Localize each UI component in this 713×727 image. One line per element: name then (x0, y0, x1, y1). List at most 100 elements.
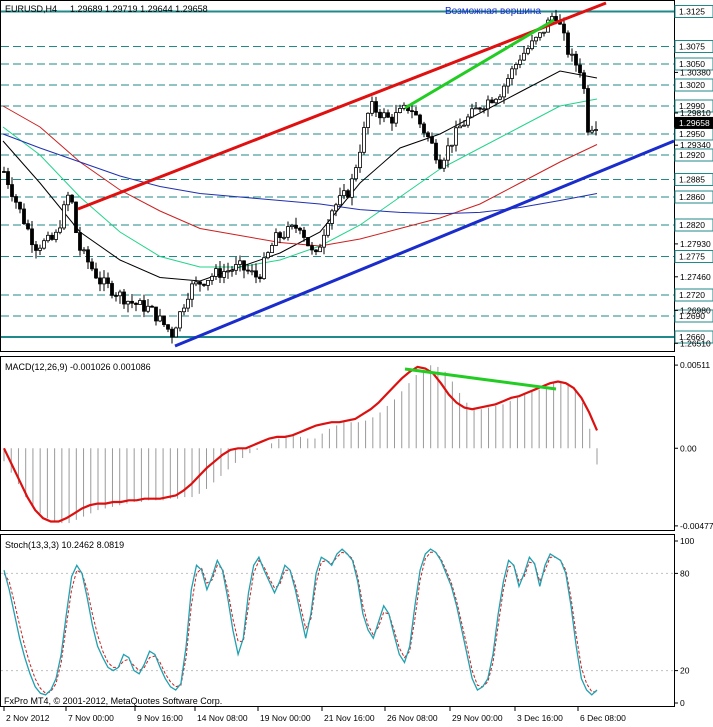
price-level-tag (674, 173, 713, 186)
candle-body (430, 136, 434, 144)
candle-body (206, 279, 210, 286)
time-tick-label: 2 Nov 2012 (6, 713, 50, 723)
candle-body (482, 108, 486, 111)
candle-body (138, 300, 142, 305)
candle-body (342, 190, 346, 197)
candle-body (186, 298, 190, 309)
candle-body (170, 328, 174, 338)
candle-body (90, 261, 94, 270)
candle-body (510, 68, 514, 79)
price-level-label: 1.2720 (679, 290, 705, 300)
candle-body (522, 52, 526, 61)
candle-body (34, 244, 38, 251)
stoch-level-lines (1, 572, 674, 672)
candle-body (334, 204, 338, 212)
candle-body (530, 40, 534, 50)
candle-body (238, 260, 242, 265)
candle-body (146, 305, 150, 312)
candle-body (534, 36, 538, 42)
candle-body (214, 268, 218, 277)
copyright-footer: FxPro MT4, © 2001-2012, MetaQuotes Softw… (4, 696, 222, 706)
candle-body (102, 277, 106, 285)
time-tick-label: 3 Dec 16:00 (517, 713, 563, 723)
price-axis: 1.31251.30751.30501.30201.29901.29501.29… (674, 5, 713, 348)
candle-body (358, 151, 362, 169)
price-level-tag (674, 57, 713, 71)
price-level-label: 1.2920 (679, 150, 705, 160)
time-tick-label: 7 Nov 00:00 (68, 713, 114, 723)
price-divergence-line[interactable] (404, 18, 555, 110)
price-level-tag (674, 218, 713, 232)
candle-body (174, 327, 178, 338)
candle-body (470, 108, 474, 118)
candle-body (54, 231, 58, 240)
candle-body (190, 283, 194, 300)
candle-body (362, 127, 366, 153)
macd-histogram (3, 365, 598, 524)
macd-axis: 0.00511 0.00 -0.00477 (674, 360, 713, 531)
candle-body (338, 195, 342, 206)
stoch-signal-line (3, 551, 597, 694)
candle-body (150, 305, 154, 308)
ma-longest-line (2, 133, 598, 215)
candle-body (498, 96, 502, 100)
candle-body (266, 252, 270, 259)
candle-body (58, 227, 62, 233)
time-tick-label: 19 Nov 00:00 (260, 713, 311, 723)
ohlc-label: 1.29689 1.29719 1.29644 1.29658 (70, 4, 208, 14)
price-level-label: 1.3075 (679, 42, 705, 52)
macd-divergence-line[interactable] (404, 367, 557, 391)
candle-body (478, 107, 482, 110)
candle-body (2, 171, 6, 173)
candle-body (306, 237, 310, 247)
candle-body (250, 270, 254, 273)
price-tick-label: 1.29810 (680, 108, 711, 118)
candle-body (110, 283, 114, 296)
candle-body (166, 324, 170, 330)
candle-body (450, 144, 454, 147)
candle-body (394, 112, 398, 124)
time-tick-label: 29 Nov 00:00 (452, 713, 503, 723)
candle-body (366, 112, 370, 128)
candle-body (398, 108, 402, 114)
macd-tick-label: -0.00477 (680, 521, 713, 531)
current-price-tag (675, 116, 713, 129)
candle-body (46, 234, 50, 242)
candle-body (66, 194, 70, 206)
macd-label: MACD(12,26,9) -0.001026 0.001086 (5, 362, 151, 372)
support-trendline[interactable] (174, 139, 675, 348)
candle-body (434, 142, 438, 161)
candle-body (126, 300, 130, 305)
candle-body (526, 48, 530, 54)
candle-body (318, 246, 322, 253)
candle-body (78, 232, 82, 251)
annotation-text: Возможная вершина (445, 6, 541, 17)
price-tick-label: 1.26980 (680, 305, 711, 315)
price-level-label: 1.3050 (679, 59, 705, 69)
candle-body (562, 23, 566, 34)
candle-body (322, 234, 326, 248)
candle-body (486, 99, 490, 110)
price-level-label: 1.3125 (679, 7, 705, 17)
ma-fast-line (2, 70, 598, 282)
price-level-tag (674, 78, 713, 92)
candle-body (118, 291, 122, 297)
candle-body (578, 64, 582, 74)
candle-body (134, 302, 138, 305)
candle-body (242, 260, 246, 271)
candle-body (390, 116, 394, 124)
candle-body (586, 88, 590, 133)
candle-body (194, 281, 198, 285)
candle-body (410, 110, 414, 113)
price-tick-label: 1.29340 (680, 140, 711, 150)
price-level-tag (674, 148, 713, 162)
candle-body (26, 223, 30, 230)
time-tick-label: 26 Nov 08:00 (387, 713, 438, 723)
resistance-trendline[interactable] (77, 1, 607, 211)
price-level-label: 1.3020 (679, 80, 705, 90)
candle-body (438, 159, 442, 169)
ma-medium-line (2, 98, 598, 268)
candle-body (246, 269, 250, 272)
price-level-label: 1.2990 (679, 101, 705, 111)
